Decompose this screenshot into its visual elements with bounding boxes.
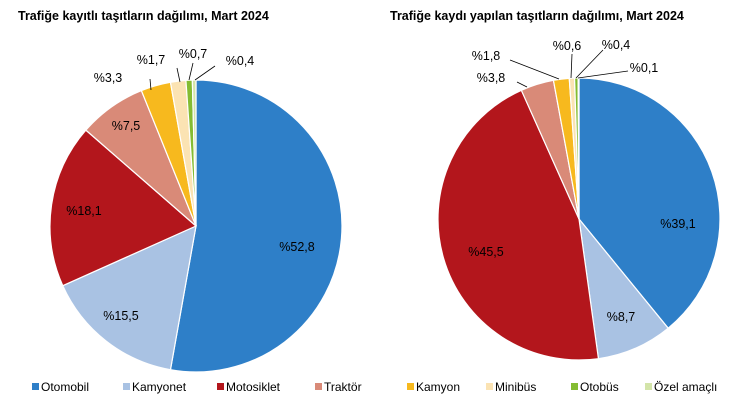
data-label: %0,6 <box>553 39 582 53</box>
legend-label: Minibüs <box>495 380 536 394</box>
data-label: %18,1 <box>66 204 101 218</box>
leader-line <box>176 67 181 83</box>
pie-slice-otomobil <box>578 77 721 330</box>
legend-swatch <box>32 383 39 390</box>
pie-slice-motosiklet <box>49 129 198 287</box>
legend-swatch <box>217 383 224 390</box>
data-label: %1,7 <box>137 53 166 67</box>
legend: Otomobil Kamyonet Motosiklet Traktör Kamyon M… <box>32 380 717 394</box>
data-label: %15,5 <box>103 309 138 323</box>
leader-line <box>188 62 194 81</box>
data-label: %0,4 <box>602 38 631 52</box>
pie-slice-kamyonet <box>61 224 197 371</box>
data-label: %45,5 <box>468 245 503 259</box>
leader-line <box>194 65 216 81</box>
data-label: %39,1 <box>660 217 695 231</box>
data-label: %8,7 <box>607 310 636 324</box>
pie-slice-otomobil <box>169 79 343 373</box>
legend-swatch <box>407 383 414 390</box>
pie-slice-motosiklet <box>437 89 600 361</box>
legend-label: Özel amaçlı <box>654 380 717 394</box>
legend-swatch <box>315 383 322 390</box>
legend-label: Otomobil <box>41 380 89 394</box>
legend-label: Motosiklet <box>226 380 281 394</box>
legend-swatch <box>645 383 652 390</box>
legend-label: Kamyonet <box>132 380 187 394</box>
data-label: %7,5 <box>112 119 141 133</box>
data-label: %0,4 <box>226 54 255 68</box>
newly-registered-vehicles-pie-chart: Trafiğe kaydı yapılan taşıtların dağılım… <box>390 9 721 361</box>
legend-label: Kamyon <box>416 380 460 394</box>
registered-vehicles-pie-chart: Trafiğe kayıtlı taşıtların dağılımı, Mar… <box>18 9 343 373</box>
pie-slice--zel-ama-l- <box>191 79 197 227</box>
data-label: %3,8 <box>477 71 506 85</box>
leader-line <box>575 49 604 79</box>
leader-line <box>516 81 528 88</box>
leader-line <box>149 78 152 91</box>
data-label: %3,3 <box>94 71 123 85</box>
data-label: %0,7 <box>179 47 208 61</box>
legend-label: Traktör <box>324 380 362 394</box>
chart-title: Trafiğe kayıtlı taşıtların dağılımı, Mar… <box>18 9 269 23</box>
leader-line <box>570 53 573 79</box>
leader-line <box>577 70 629 79</box>
data-label: %0,1 <box>630 61 659 75</box>
data-label: %52,8 <box>279 240 314 254</box>
legend-swatch <box>123 383 130 390</box>
legend-swatch <box>486 383 493 390</box>
chart-title: Trafiğe kaydı yapılan taşıtların dağılım… <box>390 9 684 23</box>
legend-swatch <box>571 383 578 390</box>
legend-label: Otobüs <box>580 380 619 394</box>
data-label: %1,8 <box>472 49 501 63</box>
leader-line <box>509 59 560 80</box>
